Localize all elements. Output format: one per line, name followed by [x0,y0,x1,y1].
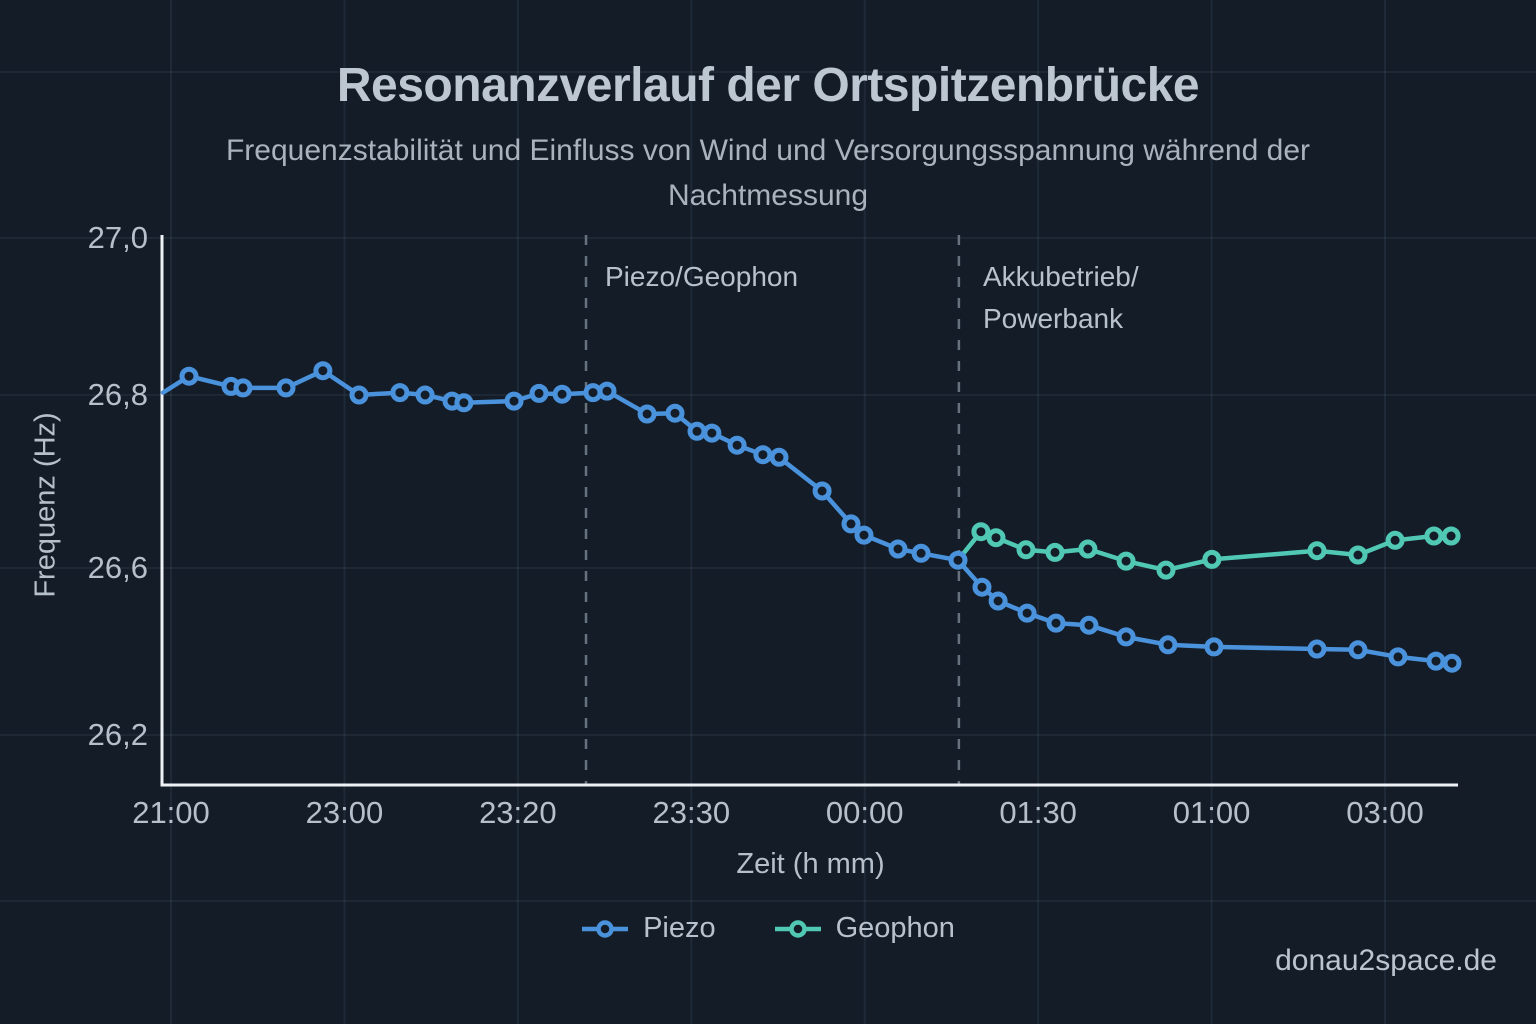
piezo-data-point-marker [753,445,773,465]
legend-label-geophon: Geophon [835,912,955,944]
piezo-data-point-marker [637,404,657,424]
piezo-data-point-marker [1017,603,1037,623]
piezo-data-point-marker [179,366,199,386]
piezo-data-point-marker [1426,651,1446,671]
x-tick-label: 01:30 [999,795,1077,830]
geophon-data-point-marker [1202,549,1222,569]
piezo-data-point-marker [1046,613,1066,633]
geophon-data-point-marker [1385,530,1405,550]
piezo-data-point-marker [911,543,931,563]
annotation-phase-power-line1: Akkubetrieb/ [983,261,1139,292]
y-tick-label: 26,2 [87,717,148,752]
geophon-data-point-marker [1078,539,1098,559]
piezo-data-point-marker [854,525,874,545]
geophon-data-point-marker [971,522,991,542]
piezo-data-point-marker [948,550,968,570]
annotation-phase-power-line2: Powerbank [983,303,1124,334]
piezo-data-point-marker [276,378,296,398]
piezo-data-point-marker [769,447,789,467]
piezo-data-point-marker [233,378,253,398]
geophon-data-point-marker [1116,551,1136,571]
y-tick-label: 27,0 [87,220,148,255]
geophon-data-point-marker [986,528,1006,548]
chart-subtitle-line1: Frequenzstabilität und Einfluss von Wind… [225,134,1310,167]
piezo-data-point-marker [504,391,524,411]
piezo-line-marker-icon [582,919,629,938]
piezo-data-point-marker [812,481,832,501]
annotation-phase-power: Akkubetrieb/ Powerbank [983,256,1139,340]
piezo-data-point-marker [597,381,617,401]
y-tick-label: 26,6 [87,550,148,585]
piezo-data-point-marker [1442,653,1462,673]
piezo-data-point-marker [415,385,435,405]
chart-title: Resonanzverlauf der Ortspitzenbrücke [336,59,1200,112]
chart-subtitle: Frequenzstabilität und Einfluss von Wind… [0,128,1536,218]
piezo-data-point-marker [529,383,549,403]
y-tick-label: 26,8 [87,377,148,412]
piezo-line [160,368,1455,666]
piezo-data-point-marker [972,577,992,597]
piezo-data-point-marker [1388,647,1408,667]
piezo-data-point-marker [390,383,410,403]
x-tick-label: 01:00 [1172,795,1251,830]
legend-label-piezo: Piezo [643,912,716,944]
watermark: donau2space.de [1275,944,1497,977]
legend-item-geophon: Geophon [774,912,955,945]
x-tick-label: 23:00 [305,795,384,830]
x-tick-label: 23:20 [479,795,557,830]
legend-item-piezo: Piezo [581,912,716,945]
piezo-data-point-marker [888,539,908,559]
x-tick-label: 23:30 [652,795,731,830]
piezo-data-point-marker [1348,640,1368,660]
piezo-data-point-marker [702,423,722,443]
geophon-data-point-marker [1424,526,1444,546]
piezo-data-point-marker [988,591,1008,611]
legend: Piezo Geophon [0,912,1536,945]
piezo-data-point-marker [454,393,474,413]
piezo-data-point-marker [1307,639,1327,659]
geophon-data-point-marker [1016,540,1036,560]
piezo-data-point-marker [1158,635,1178,655]
chart-subtitle-line2: Nachtmessung [667,179,869,212]
piezo-data-point-marker [1204,637,1224,657]
geophon-data-point-marker [1307,541,1327,561]
piezo-data-point-marker [665,403,685,423]
x-tick-label: 00:00 [825,795,904,830]
geophon-data-point-marker [1045,542,1065,562]
piezo-data-point-marker [1116,627,1136,647]
piezo-data-point-marker [841,514,861,534]
piezo-data-point-marker [552,384,572,404]
x-tick-label: 21:00 [132,795,210,830]
piezo-data-point-marker [313,361,333,381]
piezo-data-point-marker [687,421,707,441]
geophon-line-marker-icon [774,919,821,938]
annotation-phase-sensors: Piezo/Geophon [605,256,798,298]
piezo-data-point-marker [727,435,747,455]
geophon-data-point-marker [1348,545,1368,565]
geophon-data-point-marker [1156,560,1176,580]
piezo-data-point-marker [1079,615,1099,635]
annotation-phase-sensors-text: Piezo/Geophon [605,261,799,292]
piezo-data-point-marker [349,385,369,405]
x-axis-label: Zeit (h mm) [736,848,885,880]
x-tick-label: 03:00 [1346,795,1424,830]
geophon-data-point-marker [1441,526,1461,546]
